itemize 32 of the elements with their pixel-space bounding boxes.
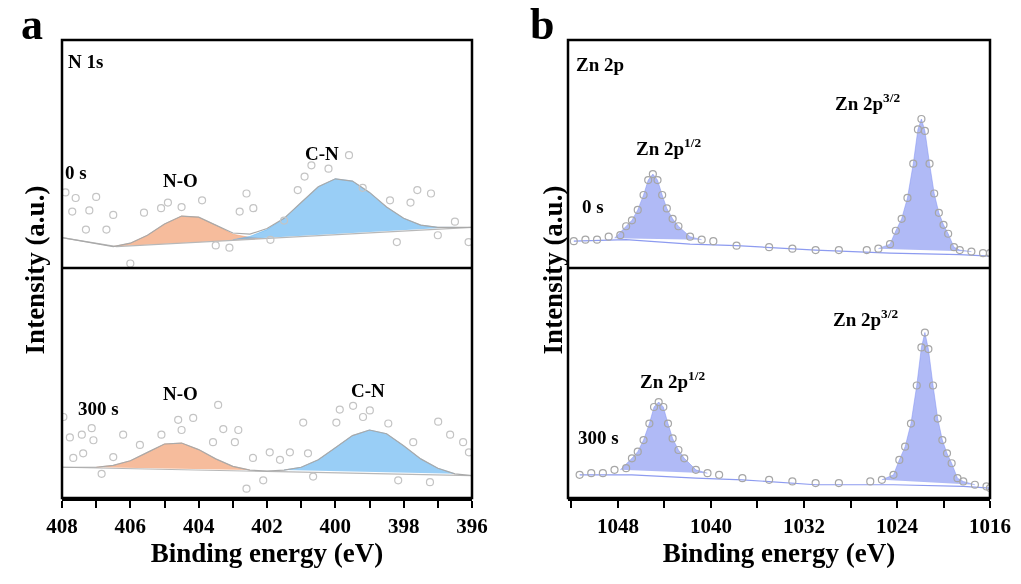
- text: C-N: [351, 380, 386, 401]
- text: N-O: [163, 383, 198, 404]
- x-tick-label: 398: [387, 513, 420, 538]
- x-axis-title: Binding energy (eV): [662, 537, 896, 568]
- text: Zn 2p$^{3/2}$: [835, 90, 901, 114]
- text: Zn 2p: [576, 54, 625, 75]
- annotation: 0 s: [65, 162, 87, 183]
- annotation: 300 s: [578, 427, 619, 448]
- x-tick-label: 1024: [876, 513, 919, 538]
- text: b: [530, 0, 555, 49]
- annotation: 0 s: [582, 196, 604, 217]
- x-tick-label: 1048: [596, 513, 639, 538]
- text: a: [21, 0, 43, 49]
- x-tick-label: 404: [182, 513, 215, 538]
- y-axis-title: Intensity (a.u.): [19, 185, 51, 355]
- text: N 1s: [68, 51, 104, 72]
- x-tick-label: 406: [114, 513, 147, 538]
- annotation: C-N: [305, 143, 340, 164]
- x-tick-label: 396: [456, 513, 488, 538]
- x-tick-label: 408: [46, 513, 78, 538]
- x-tick-label: 402: [251, 513, 283, 538]
- annotation: Zn 2p$^{1/2}$: [636, 135, 702, 159]
- text: Zn 2p$^{3/2}$: [833, 306, 899, 330]
- x-tick-label: 1040: [689, 513, 732, 538]
- annotation: N-O: [163, 170, 198, 191]
- annotation: Zn 2p$^{1/2}$: [640, 368, 706, 392]
- x-tick-label: 400: [319, 513, 352, 538]
- y-axis-title: Intensity (a.u.): [537, 185, 569, 355]
- x-axis-title: Binding energy (eV): [150, 537, 384, 568]
- x-tick-label: 1016: [969, 513, 1011, 538]
- x-tick-label: 1032: [782, 513, 825, 538]
- annotation: 300 s: [78, 398, 119, 419]
